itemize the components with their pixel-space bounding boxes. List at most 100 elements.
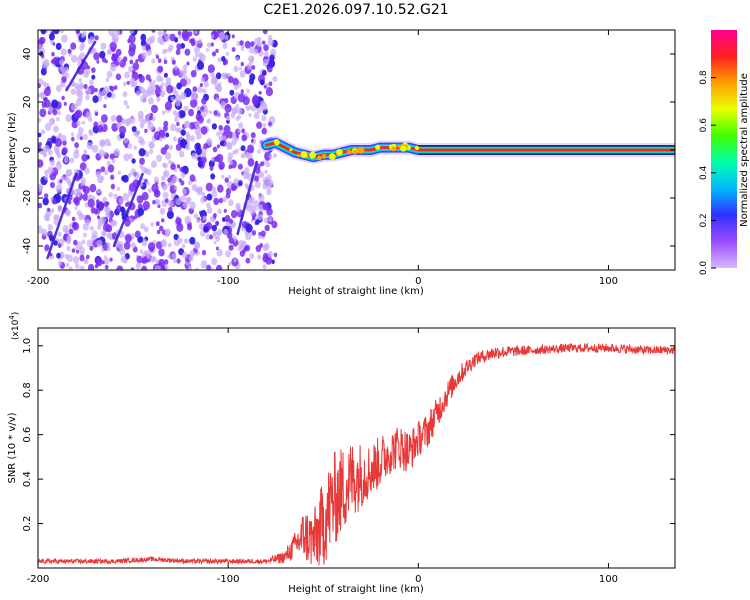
spectrogram-point (131, 69, 136, 75)
spectrogram-point (263, 203, 269, 211)
spectrogram-point (80, 42, 85, 49)
spectrogram-point (102, 231, 107, 237)
spectrogram-point (69, 157, 75, 164)
spectrogram-point (159, 225, 164, 232)
spectrogram-point (173, 258, 177, 264)
spectrogram-streak (112, 172, 144, 248)
spectrogram-point (157, 58, 162, 63)
spectrogram-point (87, 198, 95, 208)
y-tick-label: 0.2 (22, 516, 33, 532)
spectrogram-point (175, 217, 182, 225)
spectrogram-point (143, 250, 148, 255)
spectrogram-point (189, 201, 196, 210)
spectrogram-point (167, 177, 172, 183)
spectrogram-point (51, 99, 59, 109)
spectrogram-point (105, 212, 110, 218)
spectrogram-point (113, 193, 118, 200)
spectrogram-point (263, 84, 267, 89)
spectrogram-point (76, 120, 81, 127)
spectrogram-point (56, 117, 60, 122)
spectrogram-point (101, 248, 105, 253)
spectrogram-point (223, 208, 227, 213)
spectrogram-point (213, 110, 218, 116)
spectrogram-point (100, 42, 107, 50)
spectrogram-point (195, 267, 199, 270)
spectrogram-point (215, 72, 222, 80)
spectrogram-point (79, 162, 87, 171)
spectrogram-point (155, 84, 159, 90)
spectrogram-point (92, 196, 96, 200)
spectrogram-point (268, 216, 273, 222)
spectrogram-point (161, 218, 165, 223)
spectrogram-point (250, 132, 256, 139)
spectrogram-point (106, 242, 111, 247)
spectrogram-point (181, 194, 187, 201)
spectrogram-point (196, 218, 201, 224)
spectrogram-point (124, 144, 128, 149)
spectrogram-point (94, 35, 99, 41)
spectrogram-point (163, 59, 168, 65)
spectrogram-point (215, 97, 219, 102)
snr-line-path (38, 342, 675, 566)
spectrogram-point (229, 160, 233, 166)
spectrogram-point (73, 239, 78, 246)
spectrogram-point (186, 121, 190, 126)
spectrogram-point (99, 216, 106, 225)
spectrogram-point (211, 51, 217, 57)
spectrogram-point (89, 79, 94, 85)
spectrogram-point (167, 254, 171, 259)
spectrogram-point (200, 230, 206, 237)
spectrogram-point (64, 66, 70, 73)
spectrogram-point (136, 255, 143, 264)
spectrogram-point (259, 243, 264, 248)
spectrogram-point (245, 151, 250, 156)
spectrogram-point (175, 113, 180, 118)
spectrogram-point (82, 133, 88, 141)
spectrogram-point (152, 199, 156, 205)
spectrogram-point (103, 86, 110, 95)
spectrogram-point (152, 79, 156, 84)
spectrogram-point (233, 84, 239, 91)
spectrogram-point (61, 134, 67, 142)
spectrogram-point (125, 202, 129, 207)
spectrogram-point (91, 67, 96, 73)
spectrogram-point (176, 164, 181, 169)
spectrogram-point (201, 249, 207, 256)
spectrogram-point (71, 136, 75, 142)
spectrogram-point (222, 196, 228, 203)
spectrogram-point (210, 77, 218, 86)
spectrogram-point (93, 121, 98, 128)
x-tick-label: 100 (599, 276, 618, 287)
spectrogram-point (40, 129, 46, 135)
spectrogram-point (242, 171, 250, 180)
spectrogram-point (98, 149, 105, 157)
snr-y-label: SNR (10 * v/v) (7, 412, 18, 483)
spectrogram-point (60, 48, 67, 56)
spectrogram-point (47, 224, 53, 231)
spectrogram-point (122, 193, 129, 201)
spectrogram-point (40, 30, 47, 35)
spectrogram-point (193, 30, 198, 34)
spectrogram-x-ticks: -200 -100 0 100 (27, 30, 618, 287)
spectrogram-point (88, 128, 93, 135)
spectrogram-point (53, 30, 60, 35)
spectrogram-point (44, 244, 50, 251)
spectrogram-point (238, 122, 244, 129)
signal-track-blob (289, 148, 293, 152)
spectrogram-point (263, 44, 269, 52)
spectrogram-point (213, 197, 220, 206)
spectrogram-point (99, 178, 103, 184)
spectrogram-point (171, 59, 176, 65)
spectrogram-point (149, 115, 153, 121)
spectrogram-point (149, 142, 155, 149)
spectrogram-point (143, 168, 148, 175)
spectrogram-point (155, 55, 160, 59)
spectrogram-point (216, 248, 223, 257)
spectrogram-point (61, 95, 65, 101)
spectrogram-point (47, 166, 54, 175)
spectrogram-point (79, 52, 86, 61)
spectrogram-point (60, 176, 65, 181)
spectrogram-point (231, 47, 236, 52)
spectrogram-point (115, 73, 122, 81)
spectrogram-point (86, 239, 93, 247)
